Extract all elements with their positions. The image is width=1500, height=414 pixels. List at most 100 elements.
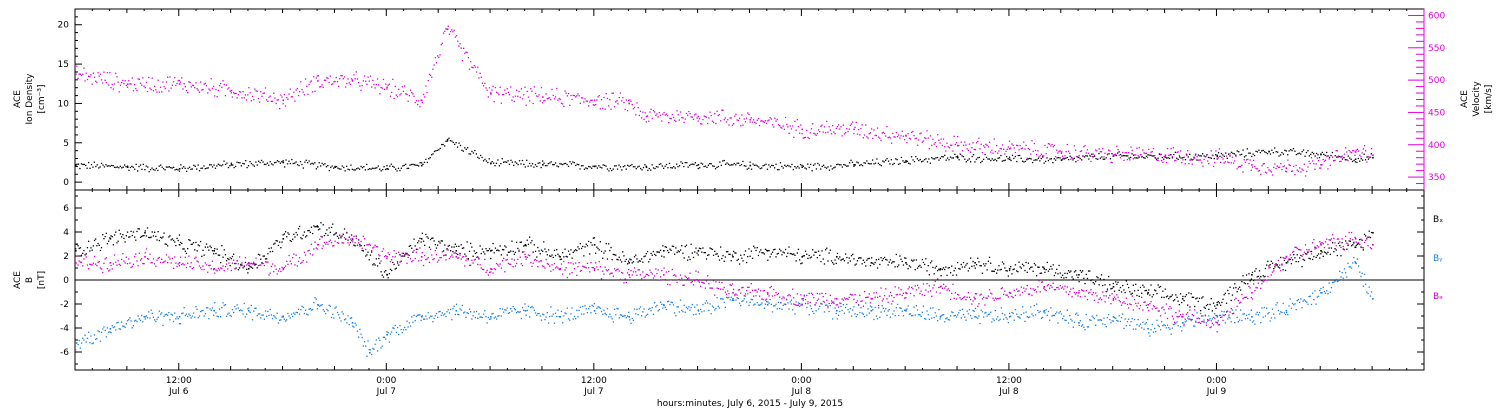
velocity-point [873,129,874,130]
density-point [1046,157,1047,158]
bx-point [693,257,694,258]
velocity-point [1076,156,1077,157]
by-point [1291,308,1292,309]
by-point [293,313,294,314]
density-point [824,167,825,168]
velocity-point [747,112,748,113]
density-point [1283,154,1284,155]
velocity-point [261,96,262,97]
by-point [714,309,715,310]
bx-point [730,254,731,255]
by-point [918,314,919,315]
density-point [993,160,994,161]
by-point [1288,305,1289,306]
velocity-point [1106,157,1107,158]
by-point [1093,317,1094,318]
velocity-point [1134,154,1135,155]
by-point [353,326,354,327]
density-point [444,145,445,146]
top-right-y-tick-label: 450 [1428,108,1445,118]
velocity-point-anchor [1251,164,1253,166]
velocity-point [755,123,756,124]
by-point [79,340,80,341]
bx-point [162,236,163,237]
density-point [275,162,276,163]
bx-point [306,235,307,236]
velocity-point [722,110,723,111]
bx-point [1370,237,1371,238]
velocity-point [1296,165,1297,166]
density-point [885,160,886,161]
density-point [272,164,273,165]
bx-point-anchor [1286,262,1288,264]
by-point [629,319,630,320]
bx-point [1219,302,1220,303]
density-point [141,169,142,170]
by-point [1333,282,1334,283]
bx-point [319,228,320,229]
by-point [1178,325,1179,326]
velocity-point [171,88,172,89]
by-point [970,315,971,316]
bx-point [201,256,202,257]
velocity-point [636,102,637,103]
bz-point [191,262,192,263]
velocity-point [1016,145,1017,146]
by-point [748,305,749,306]
by-point [761,302,762,303]
bx-point [622,251,623,252]
bx-point [1351,245,1352,246]
by-point [840,306,841,307]
bx-point [297,234,298,235]
velocity-point [257,91,258,92]
by-point [884,311,885,312]
velocity-point [1071,157,1072,158]
bx-point [1207,304,1208,305]
bx-point [732,255,733,256]
density-point [956,156,957,157]
by-point [730,299,731,300]
velocity-point [1086,152,1087,153]
by-point [967,311,968,312]
velocity-point [378,84,379,85]
by-point [1017,316,1018,317]
bx-point [233,254,234,255]
by-point [1116,320,1117,321]
bx-point [817,257,818,258]
velocity-point [759,125,760,126]
density-point [610,168,611,169]
velocity-point [600,108,601,109]
by-point [1244,313,1245,314]
bx-point [1140,287,1141,288]
velocity-point [575,96,576,97]
density-point [1012,155,1013,156]
by-point [659,309,660,310]
by-point [1100,319,1101,320]
density-point-anchor [1355,159,1357,161]
density-point-anchor [490,163,492,165]
bx-point [172,238,173,239]
by-point [375,344,376,345]
density-point [852,162,853,163]
density-point [983,159,984,160]
bx-point [152,231,153,232]
velocity-point [1251,170,1252,171]
by-point [688,306,689,307]
bx-point [1346,249,1347,250]
density-point [1036,159,1037,160]
by-point [260,317,261,318]
by-point [937,320,938,321]
bz-point [277,273,278,274]
by-point [132,327,133,328]
density-point [793,169,794,170]
velocity-point [932,139,933,140]
bx-point [220,262,221,263]
velocity-point [561,103,562,104]
bz-point [211,268,212,269]
bx-point [1244,282,1245,283]
by-point [992,318,993,319]
bx-point [1023,265,1024,266]
velocity-point [212,88,213,89]
velocity-point [169,76,170,77]
bx-point [1117,282,1118,283]
